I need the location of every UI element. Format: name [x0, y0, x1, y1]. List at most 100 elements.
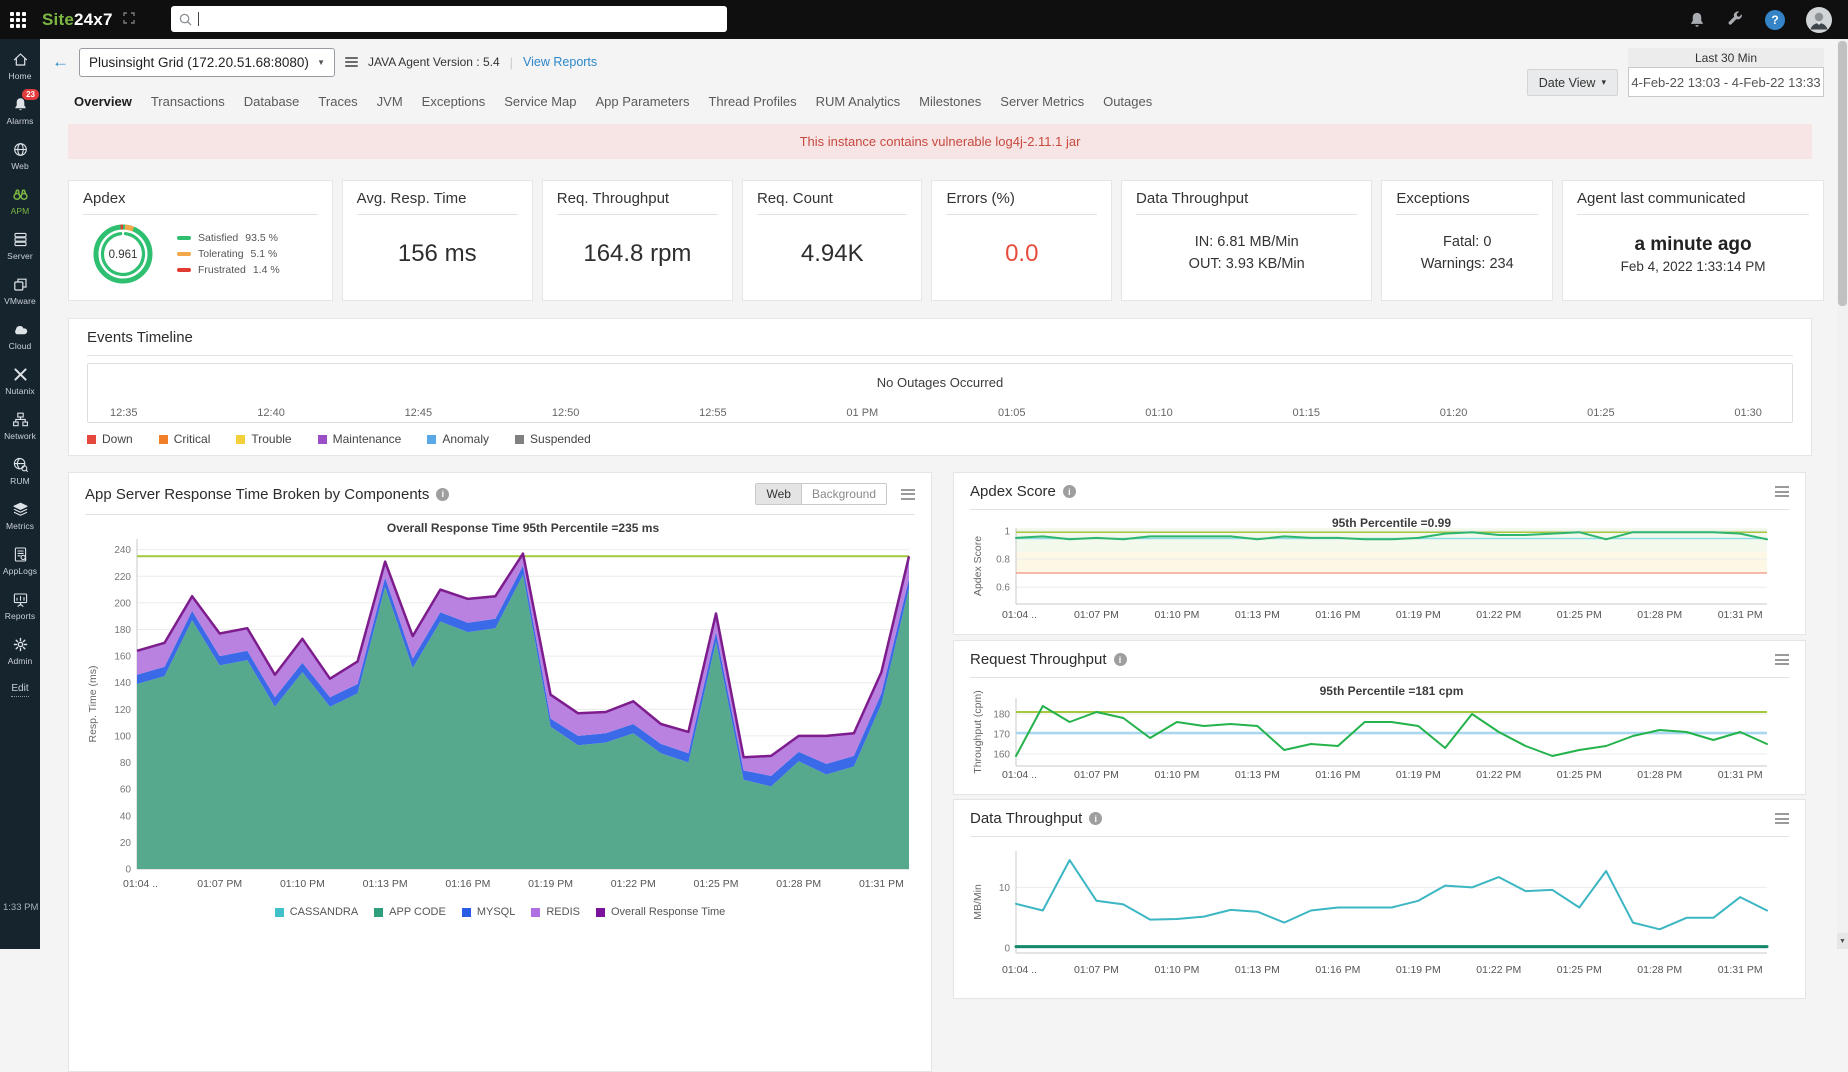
agent-last-timestamp: Feb 4, 2022 1:33:14 PM: [1621, 259, 1766, 274]
sidebar-item-alarms[interactable]: Alarms 23: [0, 88, 40, 133]
svg-text:40: 40: [120, 811, 132, 822]
monitor-select-dropdown[interactable]: Plusinsight Grid (172.20.51.68:8080) ▼: [79, 48, 335, 77]
svg-text:01:13 PM: 01:13 PM: [1235, 769, 1280, 781]
sidebar-item-applogs[interactable]: AppLogs: [0, 538, 40, 583]
apps-grid-icon[interactable]: [10, 12, 26, 28]
info-icon[interactable]: [1063, 485, 1076, 498]
divider: [85, 514, 915, 515]
scrollbar-thumb[interactable]: [1838, 41, 1847, 306]
monitor-name: Plusinsight Grid (172.20.51.68:8080): [89, 55, 309, 70]
svg-text:01:28 PM: 01:28 PM: [1637, 609, 1682, 621]
req-throughput-value: 164.8 rpm: [583, 240, 691, 268]
search-icon: [179, 13, 192, 26]
card-title: Apdex: [83, 190, 318, 215]
sidebar-item-vmware[interactable]: VMware: [0, 268, 40, 313]
cloud-icon: [12, 321, 29, 338]
svg-text:01:07 PM: 01:07 PM: [1074, 769, 1119, 781]
tab-database[interactable]: Database: [244, 94, 300, 109]
svg-text:01:31 PM: 01:31 PM: [1718, 769, 1763, 781]
data-throughput-title: Data Throughput: [970, 810, 1082, 827]
sidebar-item-apm[interactable]: APM: [0, 178, 40, 223]
view-reports-link[interactable]: View Reports: [523, 55, 597, 69]
toggle-web[interactable]: Web: [756, 484, 801, 504]
tab-transactions[interactable]: Transactions: [151, 94, 225, 109]
help-icon[interactable]: ?: [1765, 10, 1785, 30]
tab-service-map[interactable]: Service Map: [504, 94, 576, 109]
tab-overview[interactable]: Overview: [74, 94, 132, 109]
chart-menu-icon[interactable]: [1775, 484, 1789, 500]
sidebar-item-reports[interactable]: Reports: [0, 583, 40, 628]
sidebar-item-network[interactable]: Network: [0, 403, 40, 448]
sidebar-item-home[interactable]: Home: [0, 43, 40, 88]
tab-jvm[interactable]: JVM: [377, 94, 403, 109]
scroll-down-button[interactable]: ▼: [1837, 933, 1848, 949]
response-time-chart-card: App Server Response Time Broken by Compo…: [68, 472, 932, 1072]
text-caret: [198, 12, 199, 26]
svg-text:120: 120: [114, 705, 131, 716]
legend-item-trouble: Trouble: [236, 432, 291, 446]
date-view-button[interactable]: Date View ▾: [1527, 69, 1618, 96]
sidebar-item-server[interactable]: Server: [0, 223, 40, 268]
tab-server-metrics[interactable]: Server Metrics: [1000, 94, 1084, 109]
sidebar-item-nutanix[interactable]: Nutanix: [0, 358, 40, 403]
user-avatar[interactable]: [1806, 7, 1832, 33]
svg-text:01:16 PM: 01:16 PM: [1315, 769, 1360, 781]
response-time-chart[interactable]: 020406080100120140160180200220240Overall…: [85, 519, 915, 895]
tab-app-parameters[interactable]: App Parameters: [596, 94, 690, 109]
legend-item-down: Down: [87, 432, 133, 446]
notification-bell-icon[interactable]: [1688, 11, 1706, 29]
expand-icon[interactable]: [123, 11, 135, 29]
sidebar-item-metrics[interactable]: Metrics: [0, 493, 40, 538]
site24x7-logo[interactable]: Site24x7: [42, 10, 113, 30]
sidebar-edit-link[interactable]: Edit: [11, 683, 28, 697]
svg-text:01:04 ..: 01:04 ..: [1002, 769, 1037, 781]
svg-text:01:16 PM: 01:16 PM: [445, 878, 490, 890]
info-icon[interactable]: [436, 488, 449, 501]
svg-text:01:04 ..: 01:04 ..: [1002, 609, 1037, 621]
toggle-background[interactable]: Background: [802, 484, 886, 504]
info-icon[interactable]: [1089, 812, 1102, 825]
time-range-value[interactable]: 4-Feb-22 13:03 - 4-Feb-22 13:33: [1628, 67, 1824, 97]
agent-last-value: a minute ago: [1634, 234, 1751, 256]
svg-text:180: 180: [993, 710, 1010, 721]
tab-rum-analytics[interactable]: RUM Analytics: [816, 94, 901, 109]
svg-text:220: 220: [114, 572, 131, 583]
chart-menu-icon[interactable]: [1775, 652, 1789, 668]
avg-resp-time-value: 156 ms: [398, 240, 477, 268]
wrench-icon[interactable]: [1727, 11, 1744, 28]
monitor-menu-icon[interactable]: [345, 55, 358, 69]
events-timeline-card: Events Timeline No Outages Occurred 12:3…: [68, 318, 1812, 456]
sidebar-item-cloud[interactable]: Cloud: [0, 313, 40, 358]
tab-thread-profiles[interactable]: Thread Profiles: [708, 94, 796, 109]
search-input[interactable]: [205, 12, 719, 27]
svg-text:01:25 PM: 01:25 PM: [1557, 964, 1602, 976]
tab-outages[interactable]: Outages: [1103, 94, 1152, 109]
sidebar-item-admin[interactable]: Admin: [0, 628, 40, 673]
sidebar-item-web[interactable]: Web: [0, 133, 40, 178]
svg-text:20: 20: [120, 838, 132, 849]
sidebar-item-rum[interactable]: RUM: [0, 448, 40, 493]
server-icon: [12, 231, 29, 248]
tab-milestones[interactable]: Milestones: [919, 94, 981, 109]
svg-text:01:22 PM: 01:22 PM: [611, 878, 656, 890]
back-arrow-icon[interactable]: ←: [52, 52, 69, 72]
chart-menu-icon[interactable]: [1775, 811, 1789, 827]
tab-traces[interactable]: Traces: [318, 94, 357, 109]
chart-menu-icon[interactable]: [901, 486, 915, 502]
legend-swatch: [374, 908, 383, 917]
svg-text:01:31 PM: 01:31 PM: [1718, 964, 1763, 976]
info-icon[interactable]: [1114, 653, 1127, 666]
svg-text:01:22 PM: 01:22 PM: [1476, 609, 1521, 621]
time-range-preset[interactable]: Last 30 Min: [1628, 48, 1824, 67]
legend-item-anomaly: Anomaly: [427, 432, 489, 446]
vertical-scrollbar[interactable]: [1837, 39, 1848, 933]
tab-exceptions[interactable]: Exceptions: [422, 94, 486, 109]
fatal-value: Fatal: 0: [1443, 232, 1491, 253]
